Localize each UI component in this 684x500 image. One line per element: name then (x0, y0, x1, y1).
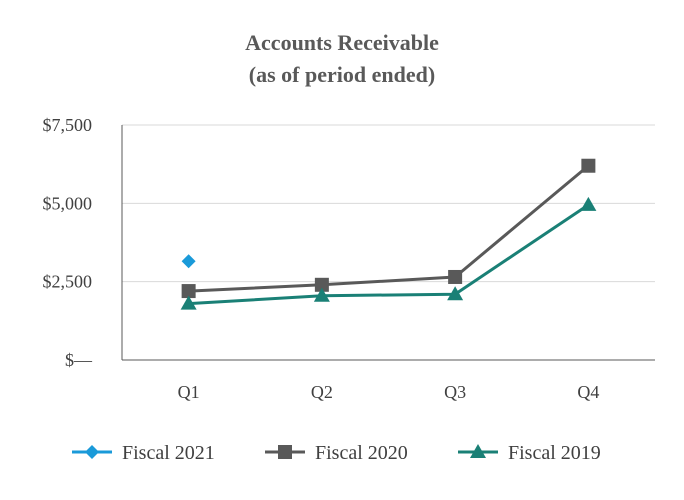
x-tick-label: Q1 (178, 382, 200, 402)
legend-marker-fiscal-2020 (278, 445, 292, 459)
fiscal-2019-point (580, 196, 597, 211)
chart-subtitle: (as of period ended) (248, 62, 436, 87)
legend-label-fiscal-2020: Fiscal 2020 (315, 442, 408, 464)
y-tick-label: $— (65, 350, 93, 370)
fiscal-2019-point (180, 295, 197, 310)
fiscal-2020-line (188, 164, 590, 293)
x-tick-label: Q4 (577, 382, 599, 402)
x-tick-label: Q2 (311, 382, 333, 402)
chart-title: Accounts Receivable (245, 30, 439, 55)
y-tick-label: $5,000 (43, 193, 93, 213)
fiscal-2020-point (181, 284, 196, 299)
fiscal-2020-point (581, 158, 596, 173)
x-tick-label: Q3 (444, 382, 466, 402)
legend-label-fiscal-2021: Fiscal 2021 (122, 442, 215, 464)
y-tick-label: $2,500 (43, 272, 93, 292)
y-tick-label: $7,500 (43, 115, 93, 135)
legend-label-fiscal-2019: Fiscal 2019 (508, 442, 601, 464)
fiscal-2019-point (313, 287, 330, 302)
fiscal-2019-point (447, 286, 464, 301)
legend-marker-fiscal-2021 (85, 445, 99, 459)
fiscal-2020-point (314, 277, 329, 292)
fiscal-2019-line (188, 203, 590, 306)
fiscal-2021-point (181, 254, 196, 269)
fiscal-2020-point (448, 269, 463, 284)
legend-marker-fiscal-2019 (470, 444, 486, 458)
